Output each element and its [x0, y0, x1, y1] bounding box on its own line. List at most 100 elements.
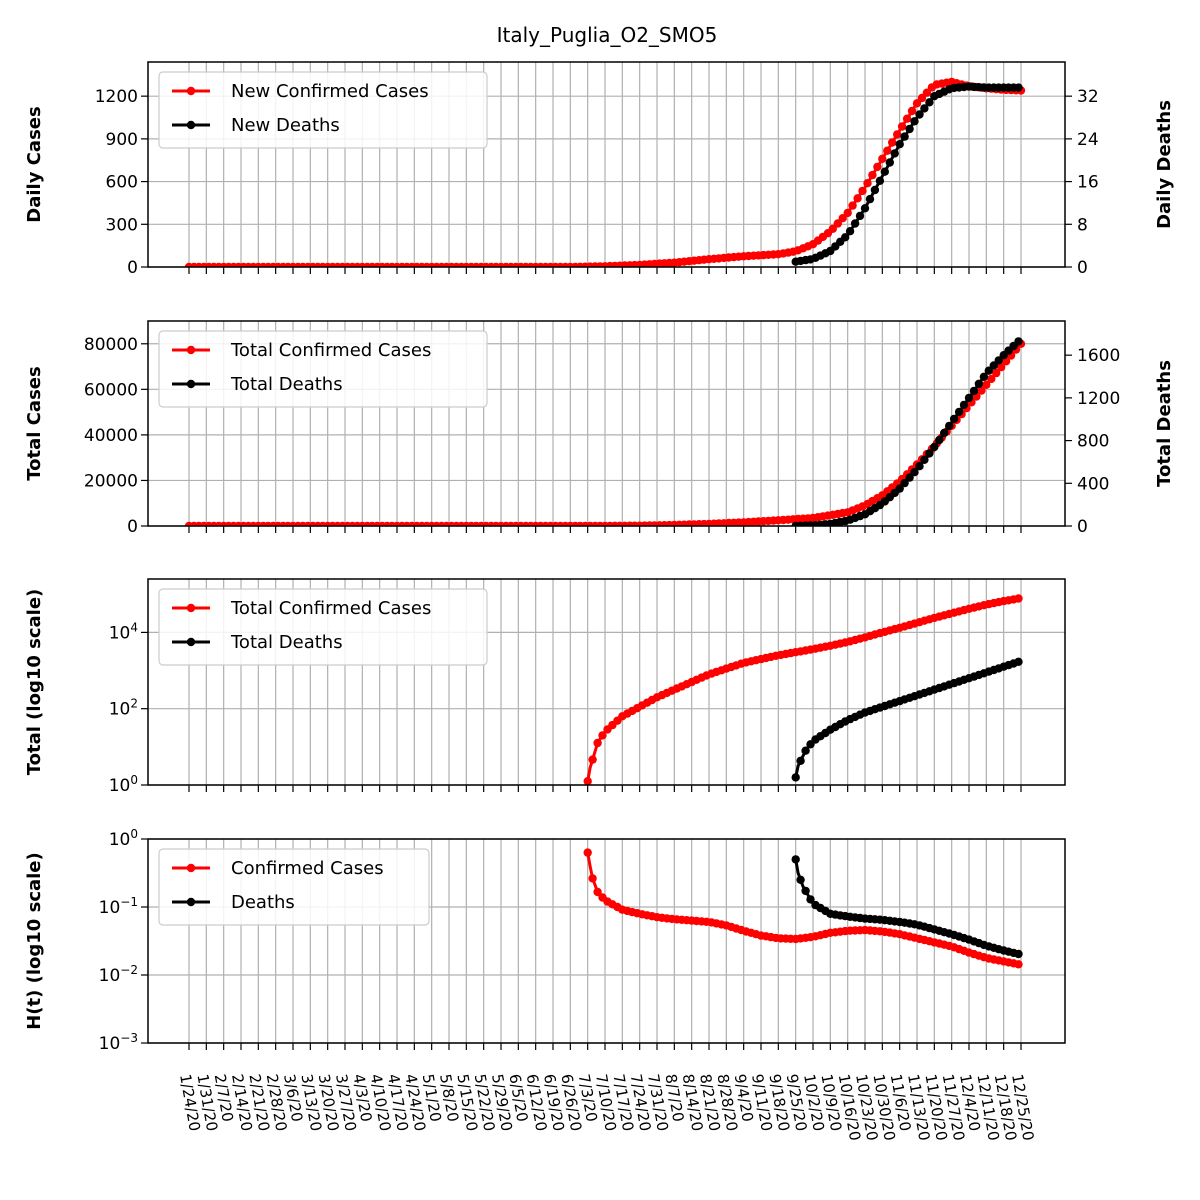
plot-frame: [147, 61, 1066, 268]
data-point: [598, 731, 607, 740]
panel-hazard: 10−3 10−2 10−1 100 H(t) (log10 scale) Confirm…: [24, 827, 1066, 1054]
data-point: [922, 88, 932, 97]
y-axis-title: Total (log10 scale): [24, 589, 45, 776]
data-point: [954, 407, 964, 417]
data-point: [796, 875, 805, 884]
y-tick-label: 104: [109, 620, 138, 643]
y-axis-title: Total Cases: [24, 366, 45, 480]
y-right-tick-label: 24: [1077, 130, 1099, 150]
data-point: [905, 124, 914, 134]
legend-label: Total Confirmed Cases: [230, 598, 431, 619]
y-right-tick-label: 32: [1077, 87, 1099, 107]
y-right-tick-label: 16: [1077, 173, 1099, 193]
y-axis-title: H(t) (log10 scale): [24, 852, 45, 1030]
legend-label: Deaths: [231, 892, 295, 913]
y-tick-label: 102: [109, 697, 138, 720]
data-point: [902, 114, 912, 123]
data-point: [977, 386, 986, 395]
data-point: [1014, 960, 1023, 969]
legend-marker: [186, 86, 196, 96]
legend-marker: [186, 120, 196, 130]
data-point: [984, 366, 993, 375]
data-point: [920, 455, 929, 464]
data-point: [890, 149, 899, 158]
data-point: [848, 201, 857, 210]
data-point: [974, 379, 984, 388]
y-right-tick-label: 0: [1077, 258, 1088, 278]
legend: Total Confirmed Cases Total Deaths: [158, 588, 488, 666]
data-point: [925, 449, 934, 458]
data-point: [841, 233, 850, 242]
data-point: [855, 211, 865, 221]
data-point: [865, 194, 875, 204]
data-point: [833, 219, 842, 228]
data-point: [992, 368, 1001, 378]
series-group: [583, 594, 1023, 785]
data-point: [893, 130, 902, 139]
data-point: [791, 855, 800, 864]
data-point: [873, 162, 882, 172]
data-point: [920, 104, 929, 113]
data-point: [883, 146, 892, 155]
data-point: [588, 874, 597, 883]
data-point: [959, 400, 969, 410]
data-point: [1014, 657, 1023, 666]
legend-label: Total Confirmed Cases: [230, 340, 431, 361]
data-point: [907, 106, 917, 116]
data-point: [895, 140, 904, 149]
y-tick-label: 900: [106, 130, 138, 150]
data-point: [593, 887, 602, 897]
data-point: [828, 224, 837, 233]
data-point: [905, 473, 914, 482]
data-point: [796, 756, 805, 765]
data-point: [900, 132, 909, 141]
legend-box: [158, 848, 430, 926]
y-right-tick-label: 0: [1077, 517, 1088, 537]
legend-marker: [186, 345, 196, 355]
data-point: [930, 442, 939, 452]
y-tick-label: 40000: [84, 426, 138, 446]
panel-daily: 0 300 600 900 1200 0 8 16 24 32 Daily Deaths Daily …: [24, 61, 1175, 278]
y-right-tick-label: 800: [1077, 432, 1109, 452]
data-point: [964, 393, 974, 403]
data-point: [885, 158, 894, 167]
data-point: [845, 227, 855, 236]
data-point: [868, 170, 877, 180]
data-point: [1014, 594, 1023, 603]
legend-marker: [186, 603, 196, 613]
data-point: [583, 848, 592, 857]
date-axis-labels: 1/24/201/31/202/7/202/14/202/21/202/28/2…: [176, 1073, 1037, 1142]
data-point: [915, 110, 924, 119]
data-point: [925, 98, 934, 107]
data-point: [979, 372, 989, 381]
data-point: [880, 167, 889, 176]
data-point: [997, 363, 1006, 372]
data-point: [1014, 83, 1023, 92]
data-point: [994, 356, 1003, 365]
y-axis-title: Daily Cases: [24, 106, 45, 222]
data-point: [935, 435, 944, 445]
legend-marker: [186, 897, 196, 907]
data-point: [858, 186, 867, 196]
data-point: [910, 468, 919, 477]
data-point: [791, 773, 800, 782]
legend-label: Confirmed Cases: [231, 858, 384, 879]
legend-label: Total Deaths: [230, 632, 343, 653]
legend-label: New Deaths: [231, 115, 340, 136]
legend-marker: [186, 863, 196, 873]
plot-frame: [147, 320, 1066, 527]
data-point: [969, 386, 979, 396]
data-point: [940, 428, 949, 438]
y-right-axis-title: Daily Deaths: [1154, 100, 1175, 229]
data-point: [583, 777, 592, 785]
data-point: [982, 380, 991, 389]
data-point: [949, 414, 959, 424]
data-point: [843, 208, 852, 218]
legend-box: [158, 330, 488, 408]
chart-panels: 0 300 600 900 1200 0 8 16 24 32 Daily Deaths Daily …: [24, 61, 1175, 1054]
y-tick-label: 0: [127, 258, 138, 278]
legend-box: [158, 71, 488, 149]
legend-label: New Confirmed Cases: [231, 81, 429, 102]
chart-title: Italy_Puglia_O2_SMO5: [497, 23, 718, 47]
